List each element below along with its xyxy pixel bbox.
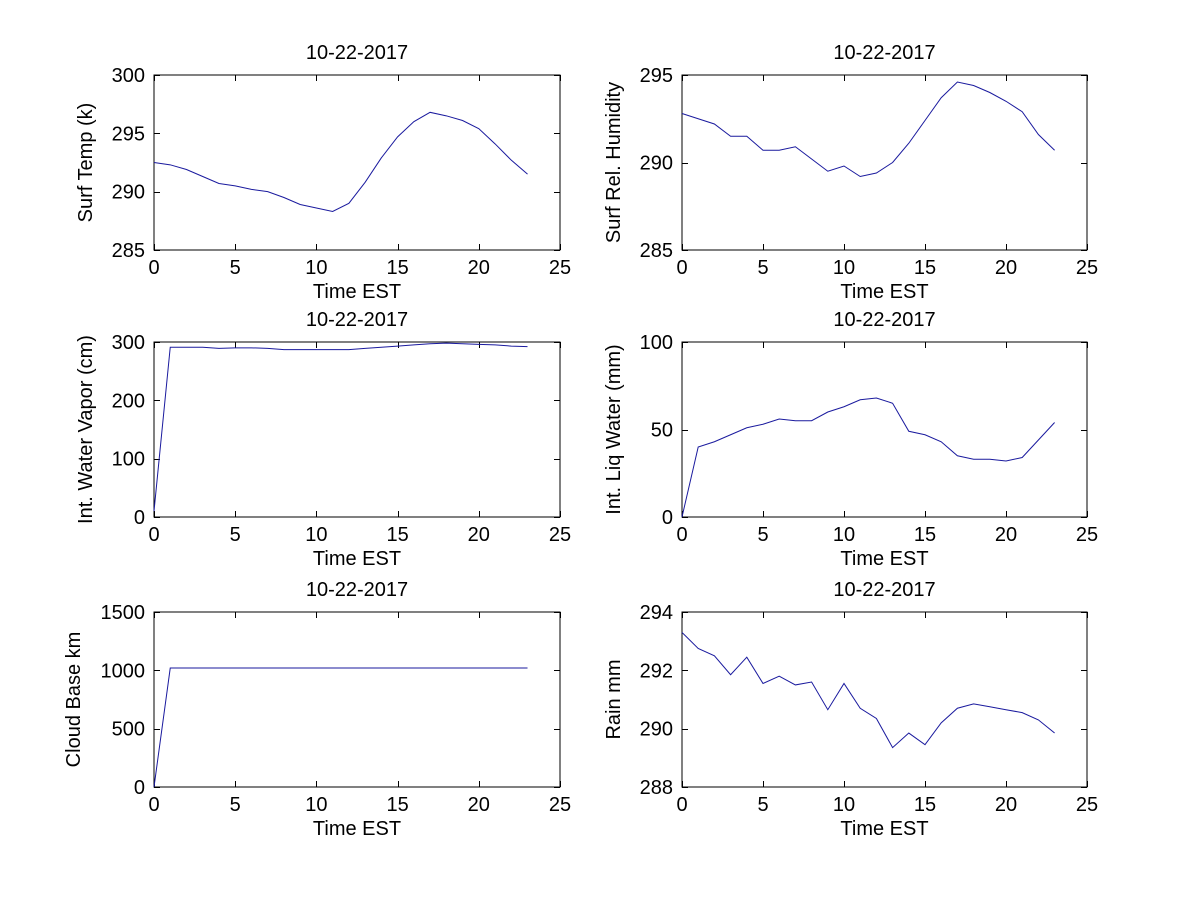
axes-box (153, 74, 561, 251)
x-tick-label: 10 (305, 524, 327, 546)
x-tick-label: 25 (549, 794, 571, 816)
subplot-title: 10-22-2017 (306, 309, 408, 331)
x-tick-label: 20 (468, 524, 490, 546)
y-tick-label: 285 (112, 240, 145, 262)
data-line-surf-temp (153, 111, 528, 213)
x-tick-label: 25 (549, 524, 571, 546)
y-axis-label: Int. Liq Water (mm) (603, 344, 625, 514)
x-tick-label: 0 (676, 524, 687, 546)
subplot-cloud-base: 0 5 10 15 20 25 0 500 1000 1500 10-22-2017 Time EST… (63, 579, 571, 840)
axes-box (153, 611, 561, 788)
data-line-rain (681, 632, 1055, 749)
x-tick-label: 25 (1076, 524, 1098, 546)
x-tick-label: 20 (995, 524, 1017, 546)
axes-box (153, 341, 561, 518)
y-axis-label: Cloud Base km (63, 632, 85, 768)
y-tick-label: 294 (640, 602, 673, 624)
x-tick-label: 5 (757, 794, 768, 816)
x-tick-label: 0 (148, 524, 159, 546)
x-tick-label: 10 (833, 524, 855, 546)
x-tick-label: 0 (676, 257, 687, 279)
x-tick-label: 0 (148, 257, 159, 279)
axes-box (681, 341, 1088, 518)
x-axis-label: Time EST (840, 818, 928, 840)
x-tick-label: 15 (914, 794, 936, 816)
x-axis-label: Time EST (840, 281, 928, 303)
y-tick-label: 290 (640, 153, 673, 175)
x-axis-label: Time EST (313, 281, 401, 303)
x-tick-label: 10 (305, 794, 327, 816)
y-tick-label: 1000 (101, 660, 146, 682)
x-tick-label: 25 (1076, 794, 1098, 816)
x-tick-label: 5 (230, 524, 241, 546)
y-tick-label: 285 (640, 240, 673, 262)
x-tick-label: 25 (549, 257, 571, 279)
x-tick-label: 10 (833, 794, 855, 816)
y-tick-label: 295 (112, 123, 145, 145)
y-tick-label: 295 (640, 65, 673, 87)
x-tick-label: 0 (148, 794, 159, 816)
x-tick-label: 20 (468, 257, 490, 279)
x-tick-label: 15 (386, 257, 408, 279)
x-axis-label: Time EST (840, 548, 928, 570)
y-tick-label: 1500 (101, 602, 146, 624)
y-tick-label: 200 (112, 390, 145, 412)
subplot-title: 10-22-2017 (306, 579, 408, 601)
y-axis-label: Surf Temp (k) (75, 103, 97, 223)
y-tick-label: 292 (640, 660, 673, 682)
x-axis-label: Time EST (313, 548, 401, 570)
y-tick-label: 300 (112, 65, 145, 87)
subplot-title: 10-22-2017 (833, 42, 935, 64)
x-tick-label: 20 (468, 794, 490, 816)
x-tick-label: 15 (386, 794, 408, 816)
y-tick-label: 290 (112, 182, 145, 204)
data-line-surf-rel-humidity (681, 81, 1055, 178)
y-tick-label: 288 (640, 777, 673, 799)
y-tick-label: 300 (112, 332, 145, 354)
y-axis-label: Rain mm (603, 659, 625, 739)
axes-box (681, 74, 1088, 251)
y-axis-label: Int. Water Vapor (cm) (75, 335, 97, 524)
y-axis-label: Surf Rel. Humidity (603, 82, 625, 243)
x-tick-label: 5 (230, 794, 241, 816)
data-line-cloud-base (153, 667, 528, 788)
data-line-int-water-vapor (153, 342, 528, 512)
y-tick-label: 100 (112, 449, 145, 471)
y-tick-label: 100 (640, 332, 673, 354)
subplot-title: 10-22-2017 (306, 42, 408, 64)
y-tick-label: 290 (640, 719, 673, 741)
data-line-int-liq-water (681, 397, 1055, 518)
y-tick-label: 500 (112, 719, 145, 741)
axes-box (681, 611, 1088, 788)
x-axis-label: Time EST (313, 818, 401, 840)
x-tick-label: 25 (1076, 257, 1098, 279)
subplot-rain: 0 5 10 15 20 25 288 290 292 294 10-22-2017 Time EST… (603, 579, 1098, 840)
x-tick-label: 20 (995, 257, 1017, 279)
subplot-int-water-vapor: 0 5 10 15 20 25 0 100 200 300 10-22-2017 Time EST In… (75, 309, 571, 570)
x-tick-label: 15 (386, 524, 408, 546)
x-tick-label: 10 (833, 257, 855, 279)
x-tick-label: 0 (676, 794, 687, 816)
x-tick-label: 15 (914, 524, 936, 546)
subplot-title: 10-22-2017 (833, 579, 935, 601)
y-tick-label: 50 (651, 420, 673, 442)
y-tick-label: 0 (134, 507, 145, 529)
x-tick-label: 5 (757, 257, 768, 279)
y-tick-label: 0 (134, 777, 145, 799)
x-tick-label: 15 (914, 257, 936, 279)
subplot-surf-rel-humidity: 0 5 10 15 20 25 285 290 295 10-22-2017 Time EST Sur… (603, 42, 1098, 303)
subplot-title: 10-22-2017 (833, 309, 935, 331)
subplot-surf-temp: 0 5 10 15 20 25 285 290 295 300 10-22-2017 Time EST… (75, 42, 571, 303)
x-tick-label: 5 (230, 257, 241, 279)
y-tick-label: 0 (662, 507, 673, 529)
subplot-int-liq-water: 0 5 10 15 20 25 0 50 100 10-22-2017 Time EST Int. L… (603, 309, 1098, 570)
x-tick-label: 20 (995, 794, 1017, 816)
x-tick-label: 5 (757, 524, 768, 546)
x-tick-label: 10 (305, 257, 327, 279)
